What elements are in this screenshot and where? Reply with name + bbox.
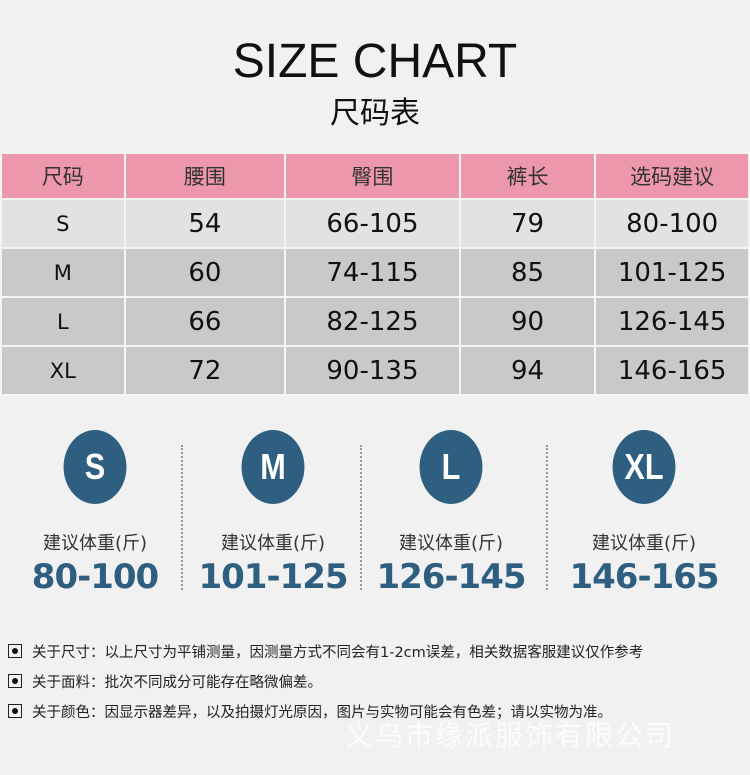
header-suggestion: 选码建议 xyxy=(594,152,750,200)
weight-card-s: S 建议体重(斤) 80-100 xyxy=(5,430,185,597)
note-text: 关于尺寸：以上尺寸为平铺测量，因测量方式不同会有1-2cm误差，相关数据客服建议… xyxy=(32,644,644,661)
size-badge: M xyxy=(241,430,305,504)
cell: S xyxy=(0,198,126,249)
cell: XL xyxy=(0,345,126,396)
weight-label: 建议体重(斤) xyxy=(42,533,148,554)
cell: 80-100 xyxy=(594,198,750,249)
note-item: 关于尺寸：以上尺寸为平铺测量，因测量方式不同会有1-2cm误差，相关数据客服建议… xyxy=(8,636,643,666)
table-row: L 66 82-125 90 126-145 xyxy=(0,296,750,347)
cell: 66-105 xyxy=(284,198,461,249)
bullet-icon xyxy=(8,704,22,718)
note-text: 关于面料：批次不同成分可能存在略微偏差。 xyxy=(32,674,322,691)
note-item: 关于面料：批次不同成分可能存在略微偏差。 xyxy=(8,666,643,696)
cell: 72 xyxy=(123,345,287,396)
header-size: 尺码 xyxy=(0,152,126,200)
weight-label: 建议体重(斤) xyxy=(591,533,697,554)
weight-range: 146-165 xyxy=(569,557,719,597)
bullet-icon xyxy=(8,644,22,658)
weight-label: 建议体重(斤) xyxy=(398,533,504,554)
weight-card-xl: XL 建议体重(斤) 146-165 xyxy=(554,430,734,597)
cell: 85 xyxy=(458,247,597,298)
header-waist: 腰围 xyxy=(123,152,287,200)
divider xyxy=(546,445,548,590)
note-item: 关于颜色：因显示器差异，以及拍摄灯光原因，图片与实物可能会有色差；请以实物为准。 xyxy=(8,696,643,726)
cell: 79 xyxy=(458,198,597,249)
table-row: S 54 66-105 79 80-100 xyxy=(0,198,750,249)
cell: 94 xyxy=(458,345,597,396)
cell: 101-125 xyxy=(594,247,750,298)
header-length: 裤长 xyxy=(458,152,597,200)
cell: 66 xyxy=(123,296,287,347)
size-badge: S xyxy=(63,430,127,504)
weight-card-m: M 建议体重(斤) 101-125 xyxy=(183,430,363,597)
cell: 146-165 xyxy=(594,345,750,396)
watermark: 义乌市缘派服饰有限公司 xyxy=(345,719,676,752)
page-subtitle: 尺码表 xyxy=(330,96,420,131)
cell: M xyxy=(0,247,126,298)
table-header-row: 尺码 腰围 臀围 裤长 选码建议 xyxy=(0,152,750,200)
weight-range: 80-100 xyxy=(31,557,159,597)
cell: 74-115 xyxy=(284,247,461,298)
cell: 60 xyxy=(123,247,287,298)
cell: 54 xyxy=(123,198,287,249)
notes-list: 关于尺寸：以上尺寸为平铺测量，因测量方式不同会有1-2cm误差，相关数据客服建议… xyxy=(8,636,643,726)
cell: 126-145 xyxy=(594,296,750,347)
weight-label: 建议体重(斤) xyxy=(220,533,326,554)
table-row: M 60 74-115 85 101-125 xyxy=(0,247,750,298)
cell: 82-125 xyxy=(284,296,461,347)
divider xyxy=(181,445,183,590)
size-table: 尺码 腰围 臀围 裤长 选码建议 S 54 66-105 79 80-100 M 60 74… xyxy=(0,152,750,396)
weight-range: 126-145 xyxy=(376,557,526,597)
bullet-icon xyxy=(8,674,22,688)
cell: 90 xyxy=(458,296,597,347)
weight-card-l: L 建议体重(斤) 126-145 xyxy=(361,430,541,597)
header-hip: 臀围 xyxy=(284,152,461,200)
size-badge: L xyxy=(419,430,483,504)
size-badge: XL xyxy=(612,430,676,504)
cell: 90-135 xyxy=(284,345,461,396)
note-text: 关于颜色：因显示器差异，以及拍摄灯光原因，图片与实物可能会有色差；请以实物为准。 xyxy=(32,704,612,721)
cell: L xyxy=(0,296,126,347)
page-title: SIZE CHART xyxy=(232,35,518,88)
table-row: XL 72 90-135 94 146-165 xyxy=(0,345,750,396)
weight-range: 101-125 xyxy=(198,557,348,597)
divider xyxy=(360,445,362,590)
